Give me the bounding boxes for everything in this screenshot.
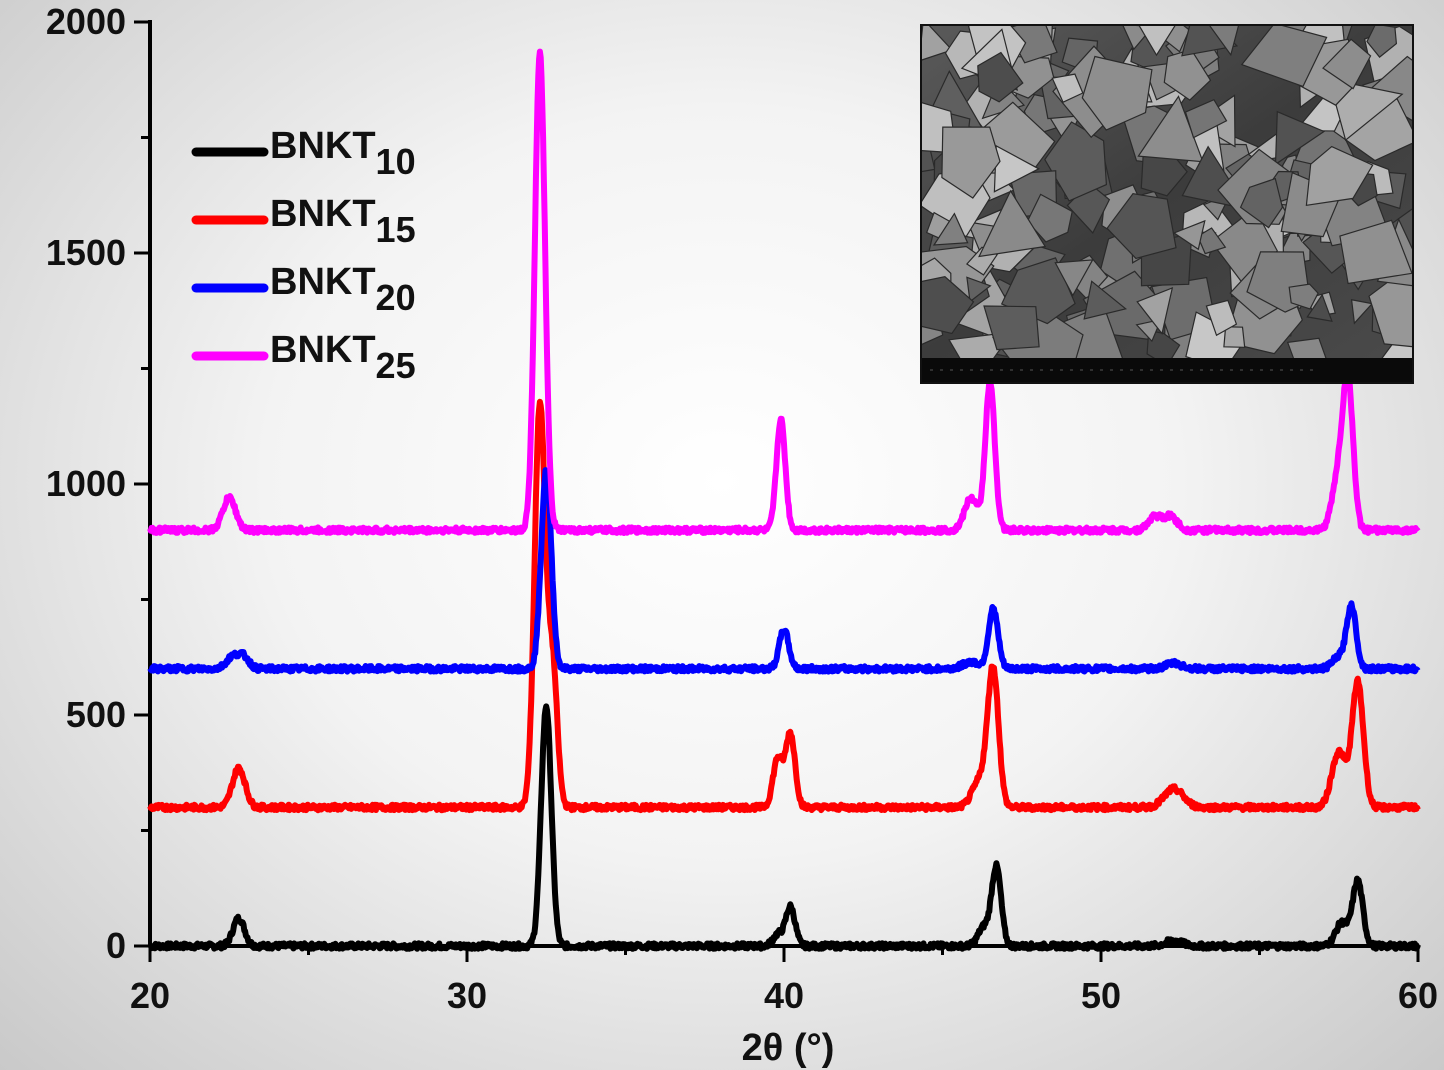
legend-label-bnkt15: BNKT15 [270,193,416,250]
y-tick-label: 1500 [46,232,126,273]
series-line-bnkt25 [147,48,1421,536]
x-tick-label: 50 [1081,975,1121,1016]
sem-grain [1339,219,1412,285]
y-tick-label: 2000 [46,1,126,42]
sem-grain [1350,299,1374,325]
series-line-bnkt20 [147,467,1421,675]
legend-label-bnkt20: BNKT20 [270,261,416,318]
sem-grain [1205,299,1238,337]
legend-label-bnkt10: BNKT10 [270,125,416,182]
sem-grain [1366,26,1398,58]
sem-grain [922,276,975,335]
sem-grain [1322,38,1372,90]
sem-grain [1368,266,1412,348]
y-tick-label: 500 [66,694,126,735]
sem-grain [1138,26,1176,57]
sem-grain [1136,287,1174,335]
plot-axes: 0 500 1000 1500 2000 20 30 40 50 60 [46,1,1438,1016]
sem-grain [983,305,1040,351]
sem-grain [932,212,969,246]
sem-grain [922,26,954,61]
sem-grain [1172,219,1206,251]
y-tick-label: 1000 [46,463,126,504]
sem-grain [966,276,992,303]
x-axis-title: 2θ (°) [742,1027,835,1069]
x-tick-label: 40 [764,975,804,1016]
sem-grain [1286,337,1327,358]
sem-inset-image [920,24,1414,384]
sem-grain [1083,280,1128,320]
x-tick-label: 30 [447,975,487,1016]
sem-grain [1240,26,1328,88]
x-tick-label: 60 [1398,975,1438,1016]
y-tick-label: 0 [106,925,126,966]
series-line-bnkt15 [147,398,1421,814]
sem-grain [1239,177,1284,229]
series-line-bnkt10 [147,703,1421,952]
sem-grain [1274,110,1326,166]
sem-grain [1306,293,1333,322]
legend-label-bnkt25: BNKT25 [270,329,416,386]
sem-grain [1209,26,1240,57]
sem-scalebar-strip [922,358,1412,382]
sem-grain [1106,193,1177,260]
sem-grain [977,51,1024,103]
sem-grain [1044,121,1108,202]
sem-grain [1051,73,1084,104]
sem-grain [1184,98,1228,139]
sem-grain [1081,55,1153,131]
sem-grain [1026,193,1073,243]
sem-grain [1288,283,1319,310]
sem-grain [1163,48,1212,101]
series-lines [147,48,1421,952]
sem-grain [978,189,1047,258]
sem-grain [941,126,1001,199]
legend: BNKT10 BNKT15 BNKT20 BNKT25 [191,125,416,386]
sem-grain [993,144,1040,193]
sem-grain [1305,145,1374,207]
sem-grain [1328,78,1404,142]
x-tick-label: 20 [130,975,170,1016]
sem-grain [1054,259,1094,297]
